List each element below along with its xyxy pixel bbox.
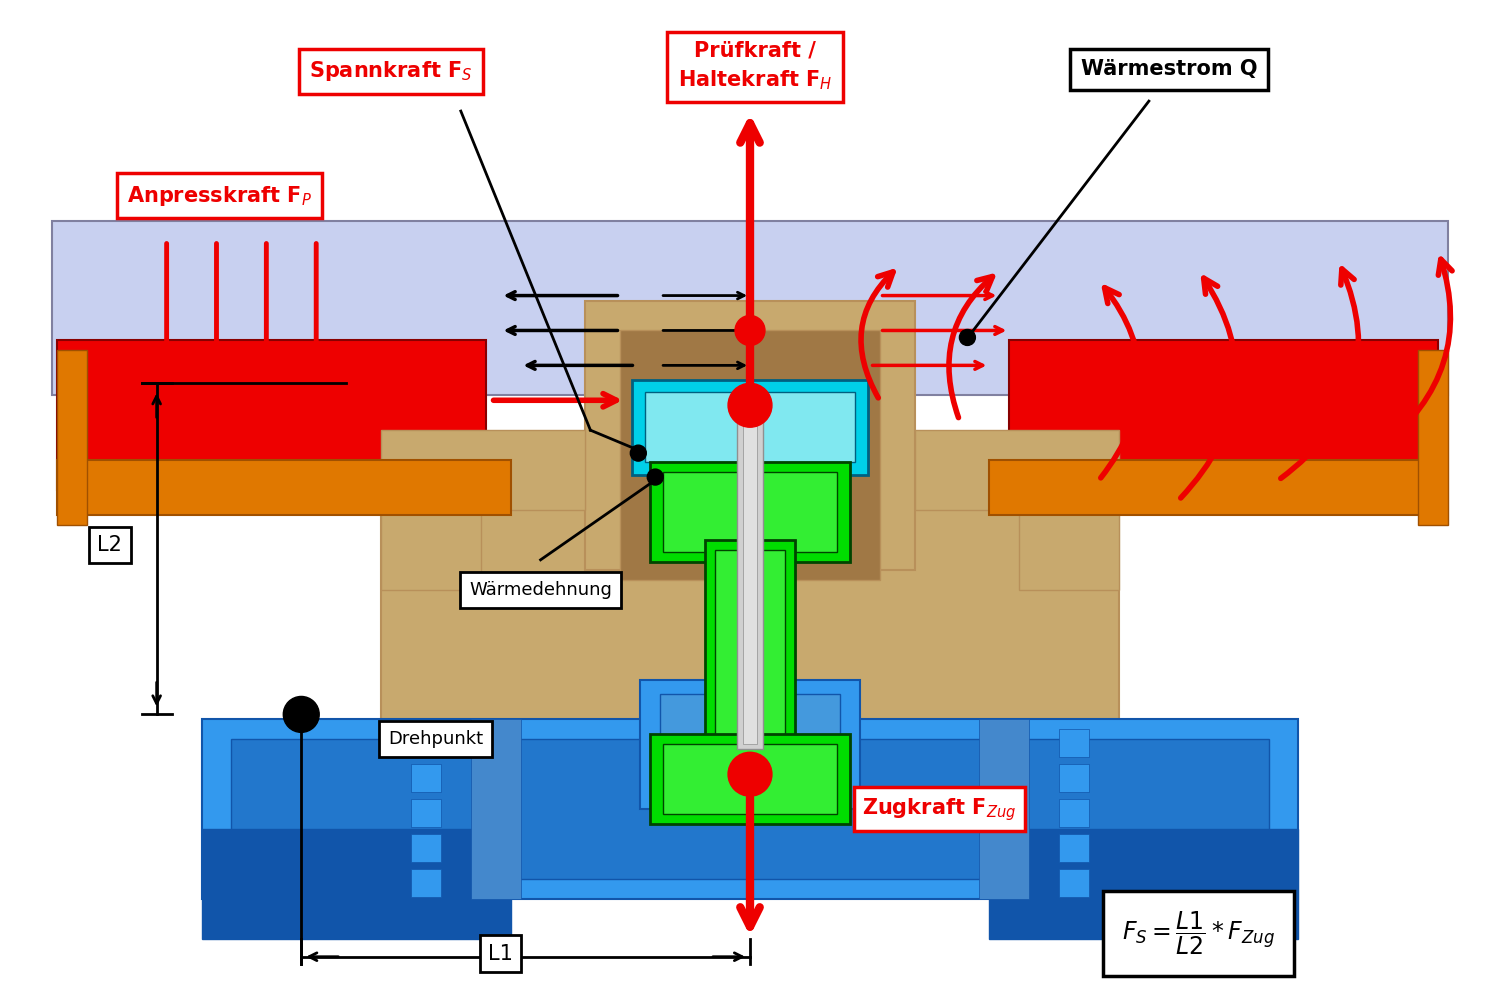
Bar	[1059, 729, 1089, 757]
Bar	[201, 719, 1299, 899]
Bar	[381, 490, 482, 590]
Bar	[915, 430, 1119, 510]
Text: $F_S = \dfrac{L1}{L2} * F_{Zug}$: $F_S = \dfrac{L1}{L2} * F_{Zug}$	[1122, 910, 1275, 957]
Bar	[651, 734, 849, 824]
Circle shape	[735, 316, 765, 345]
Bar	[621, 330, 879, 580]
Text: Anpresskraft F$_P$: Anpresskraft F$_P$	[128, 184, 312, 208]
Bar	[57, 340, 486, 490]
Bar	[381, 430, 585, 510]
Bar	[640, 680, 860, 809]
Bar	[411, 729, 441, 757]
Bar	[411, 764, 441, 792]
Bar	[663, 744, 837, 814]
Bar	[651, 462, 849, 562]
Text: Drehpunkt: Drehpunkt	[388, 730, 483, 748]
Bar	[736, 390, 764, 749]
Circle shape	[648, 469, 663, 485]
Text: Zugkraft F$_{Zug}$: Zugkraft F$_{Zug}$	[862, 796, 1017, 823]
Bar	[990, 460, 1443, 515]
Bar	[1020, 490, 1119, 590]
Bar	[660, 694, 840, 804]
Bar	[705, 540, 795, 759]
Bar	[1418, 350, 1448, 525]
Bar	[716, 550, 784, 749]
Bar	[1059, 799, 1089, 827]
Text: Prüfkraft /
Haltekraft F$_H$: Prüfkraft / Haltekraft F$_H$	[678, 41, 832, 92]
Bar	[53, 221, 1448, 395]
Text: L2: L2	[98, 535, 122, 555]
Bar	[201, 829, 510, 939]
Bar	[381, 490, 1119, 729]
Bar	[471, 719, 520, 899]
Bar	[980, 719, 1029, 899]
Text: Wärmedehnung: Wärmedehnung	[470, 581, 612, 599]
Text: L1: L1	[489, 944, 513, 964]
Bar	[231, 739, 1269, 879]
Bar	[633, 380, 867, 475]
Bar	[57, 350, 87, 525]
Bar	[411, 799, 441, 827]
Circle shape	[284, 696, 320, 732]
Bar	[411, 869, 441, 897]
Circle shape	[728, 752, 772, 796]
Bar	[663, 472, 837, 552]
Bar	[1010, 340, 1438, 490]
Bar	[990, 829, 1299, 939]
Circle shape	[728, 383, 772, 427]
Bar	[57, 460, 510, 515]
Bar	[1059, 834, 1089, 862]
Bar	[742, 395, 758, 744]
Bar	[411, 834, 441, 862]
Bar	[645, 392, 855, 462]
Bar	[1059, 869, 1089, 897]
Text: Wärmestrom Q: Wärmestrom Q	[1080, 59, 1257, 79]
Circle shape	[630, 445, 646, 461]
Bar	[585, 301, 915, 570]
Text: Spannkraft F$_S$: Spannkraft F$_S$	[309, 59, 472, 83]
Bar	[1059, 764, 1089, 792]
Circle shape	[960, 329, 975, 345]
